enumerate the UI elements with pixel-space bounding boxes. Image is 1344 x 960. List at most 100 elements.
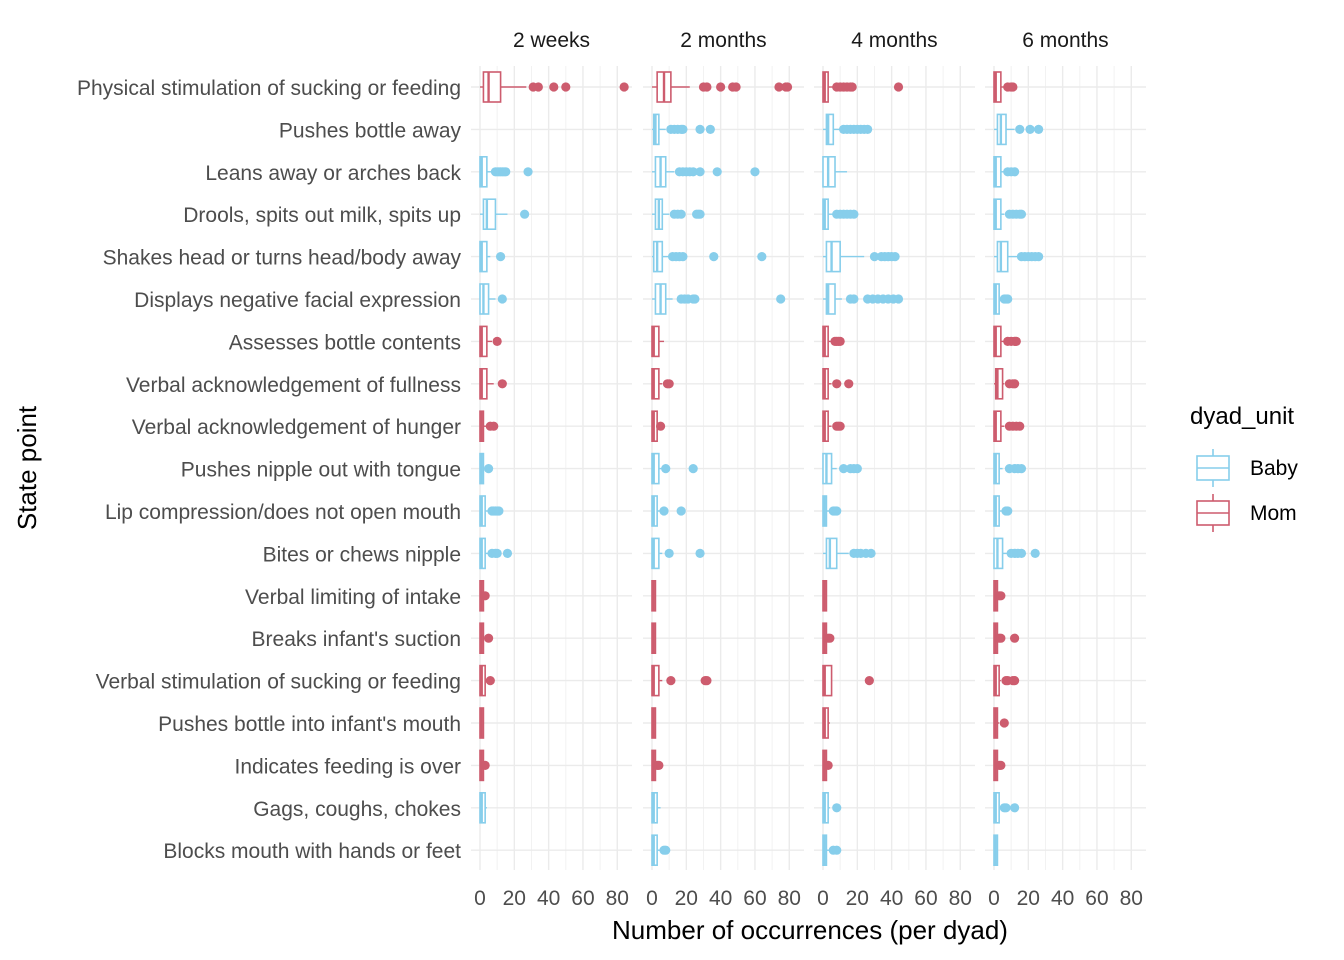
box-iqr [993, 198, 1002, 230]
x-tick-label: 0 [646, 887, 658, 910]
x-tick-label: 60 [743, 887, 766, 910]
category-label: Physical stimulation of sucking or feedi… [77, 77, 461, 100]
outlier-point [695, 124, 705, 134]
outlier-point [523, 167, 533, 177]
outlier-point [825, 633, 835, 643]
box-mom [822, 367, 854, 400]
box-baby [480, 198, 530, 230]
category-label: Leans away or arches back [205, 162, 461, 185]
outlier-point [695, 209, 705, 219]
box-mom [651, 749, 664, 782]
outlier-point [1003, 294, 1013, 304]
x-tick-label: 80 [778, 887, 801, 910]
x-tick-label: 80 [1120, 887, 1143, 910]
outlier-point [832, 803, 842, 813]
outlier-point [709, 252, 719, 262]
outlier-point [664, 548, 674, 559]
box-mom [993, 749, 1006, 782]
outlier-point [776, 294, 786, 304]
category-label: Gags, coughs, chokes [253, 798, 461, 821]
outlier-point [890, 252, 900, 262]
legend-title: dyad_unit [1190, 403, 1294, 430]
box-mom [479, 749, 490, 782]
outlier-point [1009, 676, 1020, 686]
outlier-point [823, 760, 833, 771]
category-label: Displays negative facial expression [134, 289, 461, 312]
box-mom [479, 367, 507, 400]
outlier-point [1016, 209, 1027, 219]
outlier-point [619, 82, 629, 92]
box-iqr [825, 113, 835, 146]
outlier-point [533, 82, 543, 92]
outlier-point [492, 336, 502, 346]
box-baby [652, 240, 767, 273]
outlier-point [849, 209, 859, 219]
outlier-point [561, 82, 571, 92]
outlier-point [838, 464, 849, 474]
legend-label-mom: Mom [1250, 502, 1297, 525]
category-label: Blocks mouth with hands or feet [163, 840, 461, 863]
box-baby [651, 495, 686, 527]
box-mom [822, 622, 835, 655]
box-mom [480, 71, 629, 103]
facet-panel: 4 months 0 20 40 60 80 [814, 29, 975, 910]
box-baby [822, 791, 842, 824]
outlier-point [702, 676, 712, 686]
box-iqr [479, 156, 488, 188]
x-tick-label: 0 [817, 887, 829, 910]
facet-panel: 2 weeks 0 20 40 60 80 [471, 29, 632, 910]
box-baby [822, 156, 848, 188]
outlier-point [688, 464, 698, 474]
outlier-point [712, 167, 722, 177]
x-tick-label: 20 [1017, 887, 1040, 910]
box-iqr [825, 537, 838, 570]
outlier-point [678, 252, 688, 262]
x-tick-label: 20 [675, 887, 698, 910]
category-label: Assesses bottle contents [229, 331, 461, 354]
box-baby [479, 452, 494, 485]
box-baby [651, 791, 661, 824]
outlier-point [893, 82, 904, 92]
outlier-point [1016, 548, 1027, 559]
box-mom [651, 367, 674, 400]
box-mom [479, 707, 485, 739]
category-label: Shakes head or turns head/body away [103, 247, 462, 270]
outlier-point [716, 82, 726, 92]
outlier-point [695, 167, 705, 177]
box-baby [993, 283, 1013, 315]
box-baby [651, 537, 705, 570]
box-mom [652, 71, 793, 103]
box-baby [479, 791, 487, 824]
box-mom [822, 749, 833, 782]
facet-panel: 2 months 0 20 40 60 80 [643, 29, 804, 910]
box-baby [823, 113, 873, 146]
category-label: Lip compression/does not open mouth [105, 501, 461, 524]
outlier-point [852, 464, 862, 474]
outlier-point [659, 506, 669, 516]
box-mom [994, 367, 1020, 400]
box-mom [479, 410, 499, 443]
outlier-point [495, 252, 506, 262]
outlier-point [494, 506, 504, 516]
box-iqr [993, 325, 1002, 358]
outlier-point [774, 82, 784, 92]
category-label: Drools, spits out milk, spits up [183, 204, 461, 227]
outlier-point [832, 506, 842, 516]
box-baby [993, 198, 1027, 230]
box-baby [993, 834, 999, 867]
category-label: Verbal stimulation of sucking or feeding [96, 671, 461, 694]
box-baby [823, 537, 876, 570]
x-tick-label: 20 [503, 887, 526, 910]
facet-panel: 6 months 0 20 40 60 80 [985, 29, 1146, 910]
outlier-point [835, 336, 845, 346]
x-tick-label: 40 [537, 887, 560, 910]
box-baby [994, 240, 1044, 273]
x-tick-label: 40 [1051, 887, 1074, 910]
outlier-point [1025, 124, 1035, 134]
box-baby [479, 240, 506, 273]
x-axis-title: Number of occurrences (per dyad) [612, 915, 1008, 945]
outlier-point [996, 591, 1006, 601]
outlier-point [492, 548, 502, 559]
outlier-point [502, 548, 513, 559]
outlier-point [489, 421, 499, 431]
